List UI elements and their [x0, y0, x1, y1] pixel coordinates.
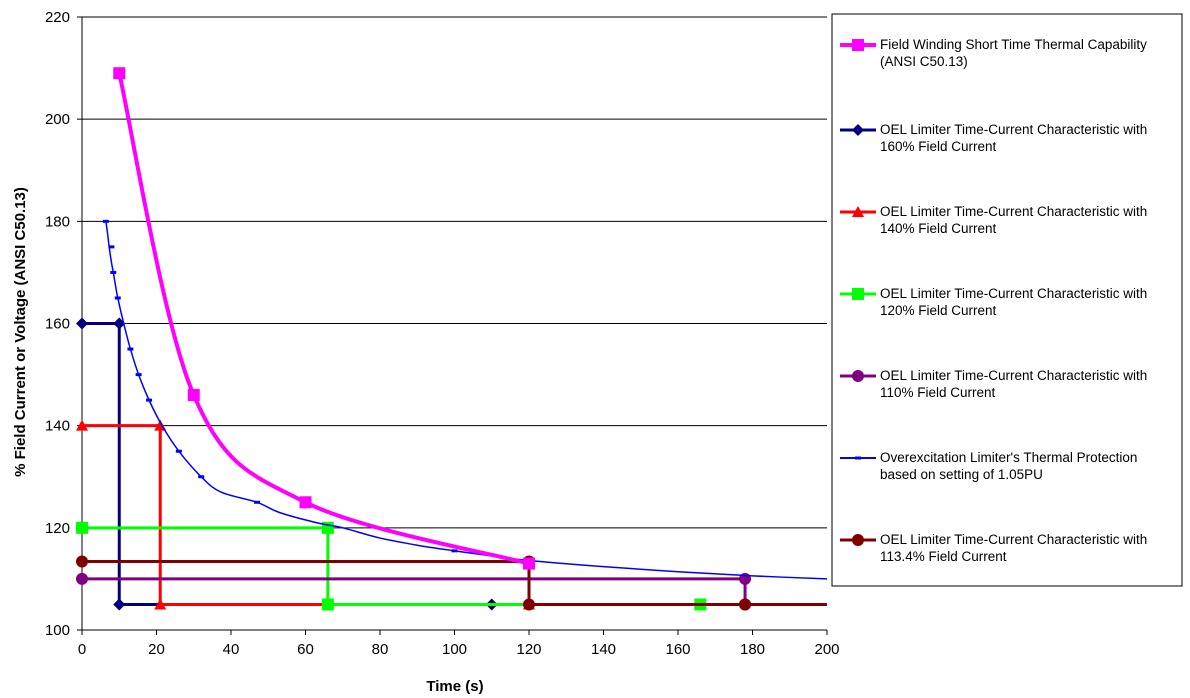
- marker-triangle: [76, 419, 88, 431]
- legend-label-line: 120% Field Current: [880, 303, 997, 318]
- marker-dash: [135, 373, 142, 377]
- legend-item-1: OEL Limiter Time-Current Characteristic …: [840, 122, 1147, 154]
- legend-label: Field Winding Short Time Thermal Capabil…: [880, 37, 1147, 69]
- legend-label: Overexcitation Limiter's Thermal Protect…: [880, 450, 1137, 482]
- legend-label-line: 140% Field Current: [880, 221, 997, 236]
- x-tick-label: 80: [372, 641, 389, 658]
- legend-label: OEL Limiter Time-Current Characteristic …: [880, 204, 1147, 236]
- x-axis-title: Time (s): [426, 678, 483, 695]
- y-tick-label: 180: [45, 213, 70, 230]
- x-tick-label: 40: [223, 641, 240, 658]
- marker-circle: [76, 572, 88, 585]
- marker-square: [321, 598, 334, 611]
- marker-circle: [76, 555, 88, 568]
- legend-label-line: Overexcitation Limiter's Thermal Protect…: [880, 450, 1137, 465]
- series-line: [82, 526, 701, 606]
- series-line: [117, 72, 530, 566]
- y-tick-label: 140: [45, 418, 70, 435]
- x-tick-label: 120: [516, 641, 541, 658]
- legend-item-2: OEL Limiter Time-Current Characteristic …: [840, 204, 1147, 236]
- series-6: [76, 555, 827, 611]
- series-5: [102, 219, 828, 580]
- legend-label-line: OEL Limiter Time-Current Characteristic …: [880, 204, 1147, 219]
- marker-triangle: [154, 598, 167, 610]
- marker-triangle: [852, 206, 864, 217]
- marker-diamond: [113, 598, 126, 611]
- marker-circle: [852, 534, 864, 546]
- series-2: [76, 419, 535, 610]
- legend-label-line: OEL Limiter Time-Current Characteristic …: [880, 368, 1147, 383]
- legend-item-0: Field Winding Short Time Thermal Capabil…: [840, 37, 1147, 69]
- legend-item-4: OEL Limiter Time-Current Characteristic …: [840, 368, 1147, 400]
- legend-label-line: based on setting of 1.05PU: [880, 467, 1043, 482]
- grid-layer: [82, 16, 827, 529]
- legend-label-line: 160% Field Current: [880, 139, 997, 154]
- x-tick-label: 20: [148, 641, 165, 658]
- series-line: [105, 221, 828, 580]
- marker-dash: [146, 398, 153, 402]
- y-tick-label: 120: [45, 520, 70, 537]
- marker-dash: [254, 500, 261, 504]
- legend-label-line: 110% Field Current: [880, 385, 996, 400]
- marker-dash: [114, 296, 121, 300]
- series-3: [76, 521, 707, 611]
- marker-square: [113, 67, 126, 80]
- marker-square: [76, 521, 88, 534]
- marker-square: [852, 39, 864, 51]
- marker-square: [187, 389, 200, 402]
- marker-dash: [451, 549, 458, 553]
- marker-dash: [110, 270, 117, 274]
- x-tick-label: 160: [665, 641, 690, 658]
- y-tick-label: 220: [45, 9, 70, 26]
- x-tick-label: 100: [442, 641, 467, 658]
- x-tick-label: 60: [297, 641, 314, 658]
- marker-circle: [739, 598, 752, 611]
- marker-dash: [127, 347, 134, 351]
- legend-item-6: OEL Limiter Time-Current Characteristic …: [840, 532, 1147, 564]
- x-tick-label: 140: [591, 641, 616, 658]
- series-1: [76, 317, 498, 611]
- series-line: [82, 560, 827, 606]
- legend-label-line: OEL Limiter Time-Current Characteristic …: [880, 286, 1147, 301]
- series-layer: [76, 67, 828, 611]
- legend: Field Winding Short Time Thermal Capabil…: [831, 13, 1183, 587]
- marker-dash: [102, 219, 109, 223]
- legend-label-line: OEL Limiter Time-Current Characteristic …: [880, 122, 1147, 137]
- marker-diamond: [76, 317, 88, 330]
- x-tick-label: 200: [814, 641, 839, 658]
- legend-item-3: OEL Limiter Time-Current Characteristic …: [840, 286, 1147, 318]
- y-tick-label: 200: [45, 111, 70, 128]
- y-tick-label: 160: [45, 316, 70, 333]
- legend-label: OEL Limiter Time-Current Characteristic …: [880, 122, 1147, 154]
- marker-square: [852, 288, 864, 300]
- marker-diamond: [852, 124, 864, 136]
- marker-square: [523, 557, 535, 570]
- x-tick-label: 180: [740, 641, 765, 658]
- series-line: [82, 577, 747, 605]
- y-axis-title: % Field Current or Voltage (ANSI C50.13): [12, 187, 29, 477]
- legend-label-line: OEL Limiter Time-Current Characteristic …: [880, 532, 1147, 547]
- legend-label-line: 113.4% Field Current: [880, 549, 1007, 564]
- legend-label-line: (ANSI C50.13): [880, 54, 968, 69]
- legend-label: OEL Limiter Time-Current Characteristic …: [880, 286, 1147, 318]
- legend-label: OEL Limiter Time-Current Characteristic …: [880, 368, 1147, 400]
- marker-square: [299, 496, 312, 509]
- legend-box: [831, 13, 1183, 587]
- marker-dash: [108, 245, 115, 249]
- marker-dash: [855, 456, 861, 460]
- legend-item-5: Overexcitation Limiter's Thermal Protect…: [840, 450, 1137, 482]
- marker-dash: [175, 449, 182, 453]
- y-tick-label: 100: [45, 622, 70, 639]
- axis-layer: 100 120 140 160 180 200 220 0 20 40 60 80 100 120 140 1…: [45, 9, 840, 658]
- marker-circle: [523, 598, 535, 611]
- legend-label: OEL Limiter Time-Current Characteristic …: [880, 532, 1147, 564]
- legend-label-line: Field Winding Short Time Thermal Capabil…: [880, 37, 1147, 52]
- series-0: [113, 67, 535, 570]
- marker-circle: [852, 370, 864, 382]
- marker-dash: [198, 475, 205, 479]
- x-tick-label: 0: [78, 641, 86, 658]
